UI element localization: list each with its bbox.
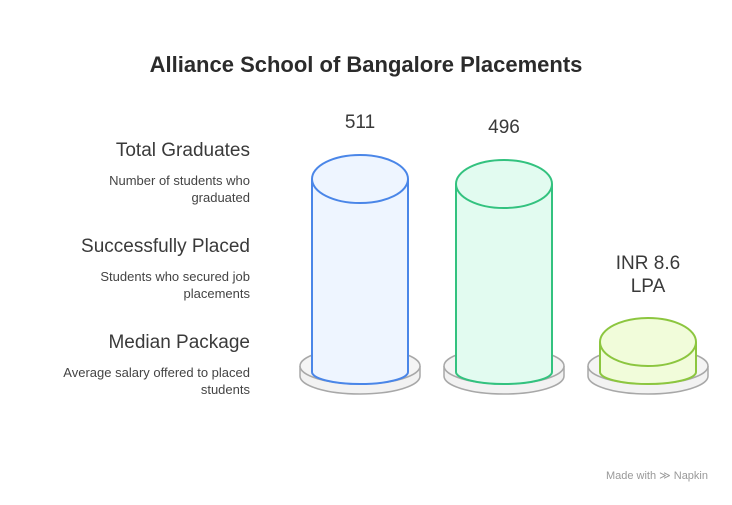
description: Average salary offered to placed student… — [63, 365, 250, 397]
napkin-watermark: Made with ≫ Napkin — [605, 470, 708, 482]
page-title: Alliance School of Bangalore Placements — [149, 52, 583, 77]
label-successfully-placed: Successfully Placed Students who secured… — [30, 236, 250, 302]
label-median-package: Median Package Average salary offered to… — [10, 332, 250, 398]
description: Number of students who graduated — [109, 173, 250, 205]
cylinder-top-package — [599, 317, 697, 367]
value-label-placed: 496 — [488, 117, 520, 138]
cylinder-top-total — [311, 154, 409, 204]
heading: Total Graduates — [115, 140, 250, 161]
napkin-logo-icon: ≫ — [659, 470, 671, 482]
cylinder-body-placed — [455, 184, 553, 385]
label-total-graduates: Total Graduates Number of students who g… — [50, 140, 250, 206]
cylinder-top-placed — [455, 159, 553, 209]
value-label-total: 511 — [345, 112, 375, 133]
description: Students who secured job placements — [100, 269, 250, 301]
heading: Median Package — [108, 332, 250, 353]
value-label-package-line1: INR 8.6 — [616, 253, 680, 274]
value-label-package-line2: LPA — [631, 276, 666, 297]
heading: Successfully Placed — [81, 236, 250, 257]
cylinder-body-total — [311, 179, 409, 385]
